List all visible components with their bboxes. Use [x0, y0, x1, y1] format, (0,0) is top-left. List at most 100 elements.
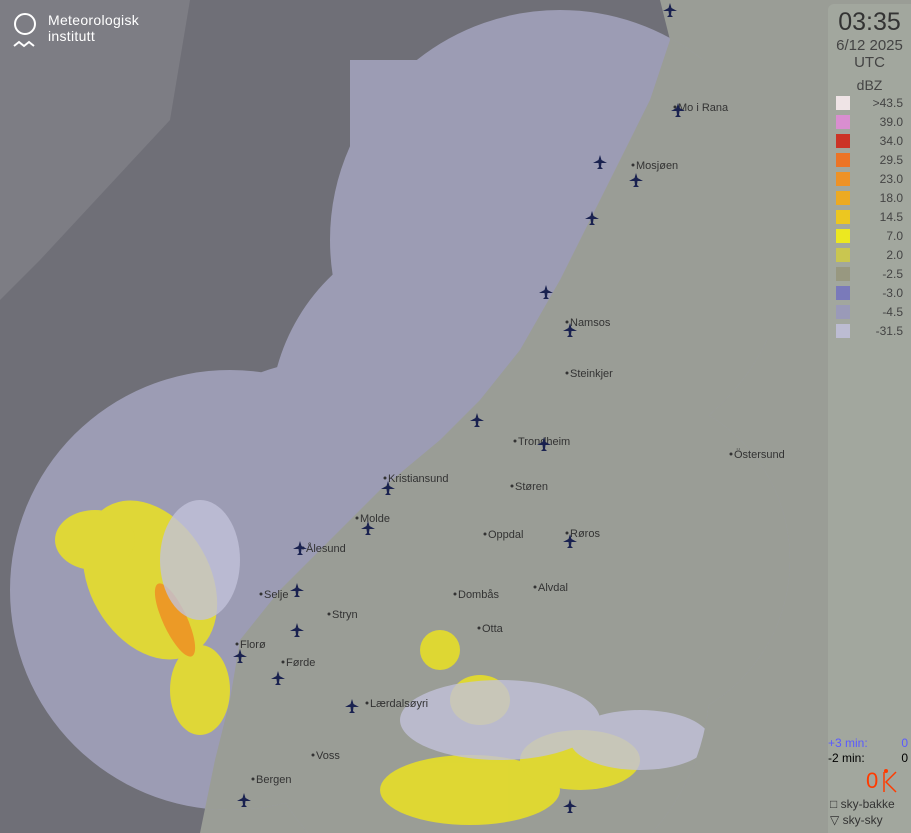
city-dot [565, 531, 569, 535]
airport-icon [233, 649, 247, 663]
legend-item: -3.0 [828, 283, 911, 302]
city-label: Lærdalsøyri [370, 698, 428, 710]
city-label: Ålesund [306, 542, 346, 555]
airport-icon [563, 799, 577, 813]
legend-swatch [836, 95, 850, 110]
legend-swatch [836, 228, 850, 243]
legend-value: 34.0 [879, 133, 903, 148]
city-label: Selje [264, 589, 288, 601]
city-label: Oppdal [488, 529, 523, 541]
city-label: Mo i Rana [678, 102, 729, 114]
legend-item: 39.0 [828, 112, 911, 131]
airport-icon [290, 583, 304, 597]
city-label: Stryn [332, 609, 358, 621]
legend-panel: 03:35 6/12 2025 UTC dBZ >43.5 39.0 34.0 29.… [828, 4, 911, 833]
airport-icon [271, 671, 285, 685]
airport-icon [470, 413, 484, 427]
legend-swatch [836, 247, 850, 262]
timezone: UTC [854, 54, 885, 71]
legend-value: >43.5 [872, 95, 903, 110]
legend-swatch [836, 152, 850, 167]
legend-item: -31.5 [828, 321, 911, 340]
lightning-count: 0 [866, 768, 900, 794]
city-label: Bergen [256, 774, 291, 786]
legend-item: 2.0 [828, 245, 911, 264]
legend-value: 2.0 [886, 247, 903, 262]
logo-line1: Meteorologisk [48, 12, 140, 28]
legend-swatch [836, 266, 850, 281]
legend-value: -4.5 [882, 304, 903, 319]
airport-icon [237, 793, 251, 807]
city-label: Namsos [570, 317, 611, 329]
legend-item: 34.0 [828, 131, 911, 150]
legend-item: 29.5 [828, 150, 911, 169]
legend-value: 18.0 [879, 190, 903, 205]
minus2-value: 0 [901, 751, 908, 765]
legend-unit: dBZ [856, 77, 883, 93]
city-dot [311, 753, 315, 757]
date: 6/12 2025 [836, 37, 903, 54]
city-dot [327, 612, 331, 616]
city-labels: Mo i RanaMosjøenNamsosSteinkjerTrondheim… [233, 3, 785, 813]
airport-icon [671, 103, 685, 117]
airport-icon [381, 481, 395, 495]
airport-icon [629, 173, 643, 187]
legend-value: -3.0 [882, 285, 903, 300]
airport-icon [563, 534, 577, 548]
city-label: Røros [570, 528, 600, 540]
city-dot [259, 592, 263, 596]
airport-icon [585, 211, 599, 225]
type-label: sky-sky [842, 813, 883, 827]
legend-swatch [836, 190, 850, 205]
city-dot [483, 532, 487, 536]
city-dot [383, 476, 387, 480]
city-label: Støren [515, 481, 548, 493]
legend-value: -2.5 [882, 266, 903, 281]
city-dot [453, 592, 457, 596]
legend-item: 18.0 [828, 188, 911, 207]
airport-icon [290, 623, 304, 637]
legend-item: 14.5 [828, 207, 911, 226]
airport-icon [539, 285, 553, 299]
city-label: Östersund [734, 449, 785, 461]
legend-swatch [836, 323, 850, 338]
city-dot [565, 371, 569, 375]
city-dot [513, 439, 517, 443]
time: 03:35 [838, 8, 901, 36]
legend-item: -4.5 [828, 302, 911, 321]
logo-icon [13, 13, 36, 48]
city-label: Førde [286, 657, 315, 669]
legend-item: 7.0 [828, 226, 911, 245]
legend-swatch [836, 304, 850, 319]
city-dot [365, 701, 369, 705]
lightning-stats: +3 min: 0 -2 min: 0 [828, 736, 908, 766]
city-dot [729, 452, 733, 456]
met-logo: Meteorologisk institutt [12, 12, 139, 52]
airport-icon [563, 323, 577, 337]
legend-item: >43.5 [828, 93, 911, 112]
city-dot [477, 626, 481, 630]
city-label: Alvdal [538, 582, 568, 594]
legend-swatch [836, 171, 850, 186]
city-dot [235, 642, 239, 646]
city-dot [281, 660, 285, 664]
city-dot [251, 777, 255, 781]
city-label: Florø [240, 639, 266, 651]
plus3-label: +3 min: [828, 736, 868, 750]
square-icon: □ [830, 797, 838, 811]
legend-swatch [836, 209, 850, 224]
airport-icon [537, 437, 551, 451]
city-label: Mosjøen [636, 160, 678, 172]
city-dot [533, 585, 537, 589]
legend-value: 7.0 [886, 228, 903, 243]
logo-line2: institutt [48, 28, 96, 44]
legend-item: -2.5 [828, 264, 911, 283]
lightning-count-value: 0 [866, 768, 879, 793]
airport-icon [293, 541, 307, 555]
minus2-label: -2 min: [828, 751, 865, 765]
city-label: Dombås [458, 589, 499, 601]
city-dot [673, 105, 677, 109]
legend-value: 14.5 [879, 209, 903, 224]
legend-value: 39.0 [879, 114, 903, 129]
